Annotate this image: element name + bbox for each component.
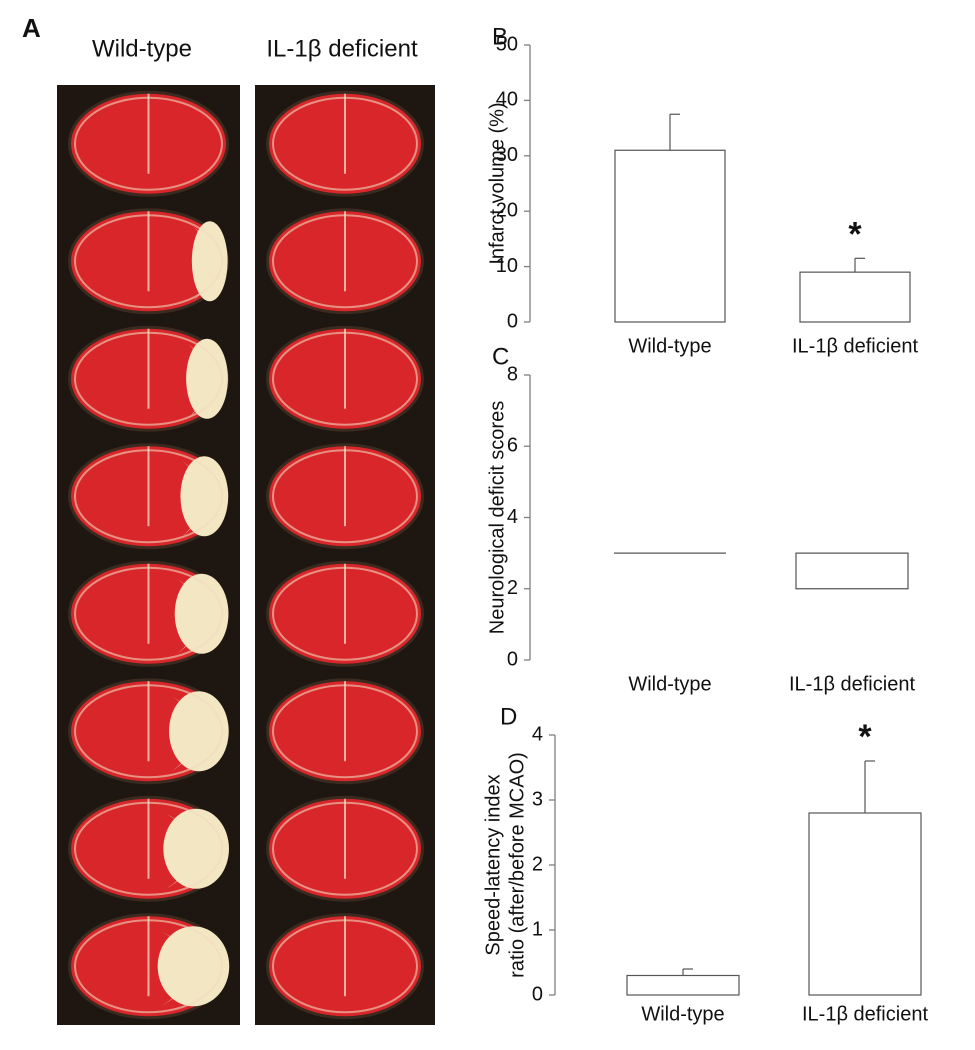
infarct bbox=[157, 926, 230, 1007]
panel-label: B bbox=[492, 23, 508, 50]
y-axis-label: Neurological deficit scores bbox=[486, 401, 508, 634]
x-tick-label: Wild-type bbox=[641, 1003, 724, 1025]
significance-mark: * bbox=[858, 718, 872, 756]
infarct bbox=[169, 691, 229, 772]
slice-highlight bbox=[272, 96, 418, 191]
slice-highlight bbox=[272, 449, 418, 544]
infarct bbox=[174, 573, 229, 654]
y-tick-label: 0 bbox=[507, 648, 518, 670]
bar bbox=[614, 149, 726, 323]
y-tick-label: 2 bbox=[507, 577, 518, 599]
y-axis-label: Infarct volume (%) bbox=[486, 102, 508, 264]
slice-highlight bbox=[272, 801, 418, 896]
y-tick-label: 8 bbox=[507, 363, 518, 385]
slice-highlight bbox=[272, 684, 418, 779]
x-tick-label: IL-1β deficient bbox=[789, 673, 915, 695]
slice-highlight bbox=[74, 801, 223, 896]
column-label: IL-1β deficient bbox=[266, 35, 418, 62]
infarct bbox=[191, 221, 228, 302]
y-axis-label: Speed-latency index bbox=[482, 774, 504, 955]
y-tick-label: 2 bbox=[532, 853, 543, 875]
slice-highlight bbox=[74, 684, 223, 779]
x-tick-label: Wild-type bbox=[628, 673, 711, 695]
slice-highlight bbox=[272, 331, 418, 426]
x-tick-label: Wild-type bbox=[628, 335, 711, 357]
y-axis-label: ratio (after/before MCAO) bbox=[506, 752, 528, 978]
y-tick-label: 1 bbox=[532, 918, 543, 940]
infarct bbox=[163, 808, 229, 889]
y-tick-label: 50 bbox=[496, 33, 518, 55]
box bbox=[795, 552, 909, 590]
bar bbox=[799, 271, 911, 323]
slice-highlight bbox=[74, 919, 223, 1014]
significance-mark: * bbox=[848, 215, 862, 253]
y-tick-label: 3 bbox=[532, 788, 543, 810]
x-tick-label: IL-1β deficient bbox=[802, 1003, 928, 1025]
x-tick-label: IL-1β deficient bbox=[792, 335, 918, 357]
slice-highlight bbox=[272, 919, 418, 1014]
panel-label: D bbox=[500, 703, 517, 730]
slice-highlight bbox=[272, 566, 418, 661]
slice-highlight bbox=[74, 566, 223, 661]
bar bbox=[626, 974, 740, 996]
y-tick-label: 4 bbox=[507, 506, 518, 528]
slice-highlight bbox=[272, 214, 418, 309]
y-tick-label: 10 bbox=[496, 255, 518, 277]
y-tick-label: 6 bbox=[507, 435, 518, 457]
y-tick-label: 40 bbox=[496, 89, 518, 111]
panel-label: C bbox=[492, 343, 509, 370]
slice-highlight bbox=[74, 331, 223, 426]
panel-label: A bbox=[22, 13, 41, 43]
slice-highlight bbox=[74, 214, 223, 309]
y-tick-label: 0 bbox=[532, 983, 543, 1005]
infarct bbox=[180, 456, 229, 537]
column-label: Wild-type bbox=[92, 35, 192, 62]
y-tick-label: 20 bbox=[496, 199, 518, 221]
y-tick-label: 30 bbox=[496, 144, 518, 166]
infarct bbox=[186, 338, 228, 419]
y-tick-label: 4 bbox=[532, 723, 543, 745]
brain-slice-photos bbox=[57, 85, 435, 1025]
bar bbox=[808, 812, 922, 996]
slice-highlight bbox=[74, 449, 223, 544]
y-tick-label: 0 bbox=[507, 310, 518, 332]
slice-highlight bbox=[74, 96, 223, 191]
